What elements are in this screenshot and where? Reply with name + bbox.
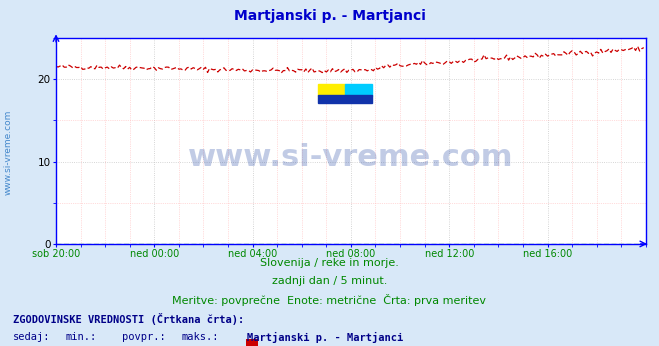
Text: Slovenija / reke in morje.: Slovenija / reke in morje. <box>260 258 399 268</box>
FancyBboxPatch shape <box>318 95 372 103</box>
Text: Meritve: povprečne  Enote: metrične  Črta: prva meritev: Meritve: povprečne Enote: metrične Črta:… <box>173 294 486 306</box>
Text: Martjanski p. - Martjanci: Martjanski p. - Martjanci <box>233 9 426 22</box>
Text: www.si-vreme.com: www.si-vreme.com <box>188 143 513 172</box>
Text: povpr.:: povpr.: <box>122 332 165 342</box>
FancyBboxPatch shape <box>318 84 345 96</box>
Text: min.:: min.: <box>66 332 97 342</box>
FancyBboxPatch shape <box>345 84 372 96</box>
Text: zadnji dan / 5 minut.: zadnji dan / 5 minut. <box>272 276 387 286</box>
Text: ZGODOVINSKE VREDNOSTI (Črtkana črta):: ZGODOVINSKE VREDNOSTI (Črtkana črta): <box>13 313 244 325</box>
Text: www.si-vreme.com: www.si-vreme.com <box>3 110 13 195</box>
Text: sedaj:: sedaj: <box>13 332 51 342</box>
Text: Martjanski p. - Martjanci: Martjanski p. - Martjanci <box>247 332 403 343</box>
Text: maks.:: maks.: <box>181 332 219 342</box>
